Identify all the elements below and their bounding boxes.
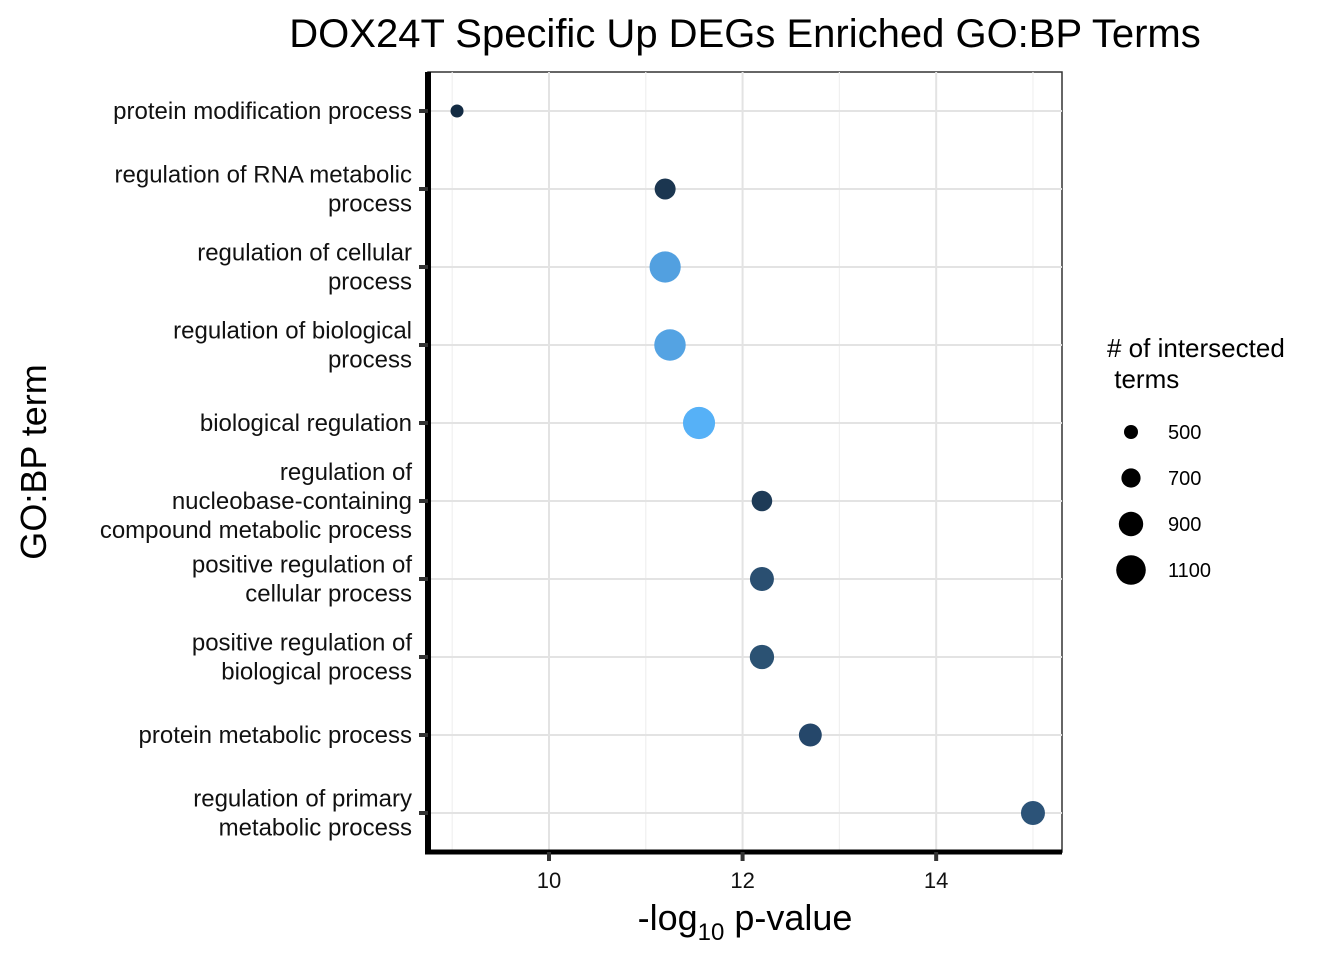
y-tick-label-line: regulation of RNA metabolic	[115, 162, 413, 189]
legend-key	[1118, 511, 1144, 537]
x-axis-title-main: -log	[638, 897, 698, 938]
panel-border	[427, 71, 1063, 853]
y-tick-label-line: protein metabolic process	[139, 722, 412, 749]
y-tick-label-line: regulation of primary	[193, 786, 412, 813]
y-tick-label: protein metabolic process	[139, 722, 412, 749]
y-tick-label-line: regulation of cellular	[197, 240, 412, 267]
plot-panel	[425, 71, 1063, 855]
legend-label: 1100	[1168, 560, 1211, 582]
y-tick-label-line: nucleobase-containing	[172, 488, 412, 515]
x-tick-label: 12	[730, 868, 754, 893]
y-tick-label-line: compound metabolic process	[100, 517, 412, 544]
y-tick-label: biological regulation	[200, 410, 412, 437]
legend-title: # of intersected terms	[1107, 333, 1292, 394]
grid	[428, 72, 1062, 852]
y-tick-label-line: protein modification process	[113, 98, 412, 125]
chart-title: DOX24T Specific Up DEGs Enriched GO:BP T…	[289, 12, 1200, 56]
data-point	[798, 723, 822, 747]
data-point	[682, 406, 716, 440]
legend: # of intersected terms 500 700 900 1100	[1107, 333, 1292, 585]
data-point	[649, 251, 681, 283]
y-tick-label: regulation of primary metabolic process	[193, 786, 412, 842]
y-tick-label-line: biological regulation	[200, 410, 412, 437]
x-axis-title-rest: p-value	[724, 897, 852, 938]
x-axis-title: -log10 p-value	[638, 897, 853, 946]
y-tick-label-line: positive regulation of	[192, 630, 412, 657]
y-tick-label-line: cellular process	[245, 581, 412, 608]
y-tick-label: regulation of cellular process	[197, 240, 412, 296]
y-tick-label: regulation of nucleobase-containing compou…	[100, 459, 413, 544]
data-points	[450, 104, 1045, 825]
y-tick-label-line: positive regulation of	[192, 552, 412, 579]
legend-label: 700	[1168, 468, 1201, 490]
legend-key	[1121, 468, 1141, 488]
legend-key	[1116, 555, 1146, 585]
data-point	[450, 104, 464, 118]
legend-title-line-1: # of intersected	[1107, 333, 1285, 363]
legend-label: 900	[1168, 514, 1201, 536]
x-axis-title-sub: 10	[698, 919, 725, 946]
y-tick-label-line: regulation of biological	[173, 318, 412, 345]
data-point	[749, 644, 775, 670]
y-tick-label: positive regulation of biological process	[192, 630, 412, 686]
y-axis-title: GO:BP term	[13, 364, 54, 559]
y-tick-label: regulation of RNA metabolic process	[115, 162, 413, 218]
data-point	[1020, 801, 1045, 825]
y-tick-label: regulation of biological process	[173, 318, 412, 374]
legend-entries: 500 700 900 1100	[1116, 422, 1211, 585]
y-tick-label-line: biological process	[221, 659, 412, 686]
y-tick-label-line: metabolic process	[219, 815, 412, 842]
legend-label: 500	[1168, 422, 1201, 444]
y-tick-labels: protein modification process regulation o…	[100, 98, 428, 842]
y-tick-label-line: regulation of	[280, 459, 412, 486]
y-tick-label-line: process	[328, 347, 412, 374]
y-tick-label: protein modification process	[113, 98, 412, 125]
legend-title-line-2: terms	[1107, 364, 1179, 394]
x-tick-labels: 10 12 14	[537, 852, 948, 893]
x-tick-label: 14	[924, 868, 948, 893]
legend-key	[1124, 425, 1138, 439]
data-point	[751, 490, 773, 512]
y-tick-label-line: process	[328, 191, 412, 218]
y-tick-label-line: process	[328, 269, 412, 296]
data-point	[654, 329, 686, 361]
x-tick-label: 10	[537, 868, 561, 893]
data-point	[749, 567, 774, 591]
data-point	[654, 178, 676, 200]
y-tick-label: positive regulation of cellular process	[192, 552, 412, 608]
